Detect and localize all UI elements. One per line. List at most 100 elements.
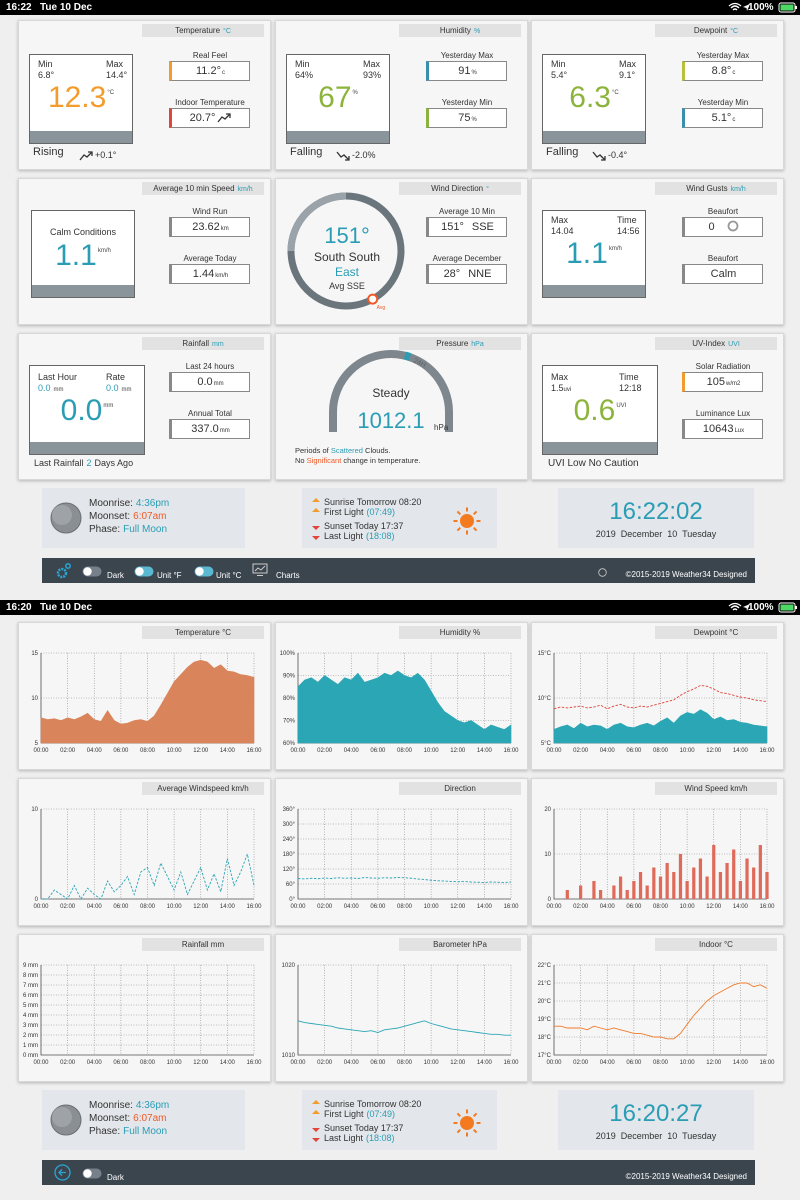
side-label: Last 24 hours: [185, 362, 235, 371]
trend-arrow-wrap: [336, 148, 350, 161]
value: 105: [706, 376, 725, 388]
info-icon-wrap: [598, 568, 607, 577]
panel: Dewpoint °C Min 5.4° Max 9.1° 6.3°C Falling -0.4…: [531, 20, 784, 170]
x-tick-label: 16:00: [503, 1060, 519, 1066]
charts-label: Charts: [276, 571, 300, 580]
x-tick-label: 00:00: [33, 748, 49, 754]
value: Calm: [710, 268, 737, 280]
dashboard-screen: Temperature °C Min 6.8° Max 14.4° 12.3°C Rising…: [0, 0, 800, 583]
x-tick-label: 14:00: [220, 1060, 236, 1066]
value-box: 20.7°: [169, 108, 250, 128]
clock: 16:22:02: [609, 498, 703, 525]
main-value: 1.1km/h: [543, 237, 645, 271]
panel: Temperature °C Min 6.8° Max 14.4° 12.3°C Rising…: [18, 20, 271, 170]
back-icon-wrap: [54, 1164, 71, 1181]
sun: [460, 1116, 474, 1130]
x-tick-label: 10:00: [680, 904, 696, 910]
moon-shade: [52, 505, 72, 525]
toggle-wrap: [194, 566, 214, 577]
trend-arrow-line: [79, 151, 93, 161]
time-value: 14:56: [617, 226, 640, 236]
trend-value: -0.4°: [608, 150, 628, 160]
x-tick-label: 16:00: [759, 1060, 775, 1066]
trend: Rising: [33, 146, 64, 158]
value-box: 0: [682, 217, 763, 237]
bar: [625, 890, 629, 899]
value-box: 28° NNE: [426, 264, 507, 284]
value-unit: uvi: [563, 387, 572, 393]
label: Moonrise:: [89, 1100, 133, 1111]
toggle: [82, 566, 102, 577]
y-tick-label: 15°C: [538, 651, 552, 657]
chart: 0° 60° 120° 180° 240° 300° 360° 00:00 02:00 04:00…: [283, 807, 520, 910]
reading-box: Last Hour 0.0 mm Rate 0.0 mm 0.0mm: [29, 365, 145, 455]
x-tick-label: 12:00: [193, 1060, 209, 1066]
last-hour-label: Last Hour: [38, 372, 78, 382]
panel-title: Average Windspeed km/h: [142, 782, 264, 795]
info-icon: [598, 568, 607, 577]
panel: Wind Speed km/h 0 10 20 00:00 02:00 04:00 06:00…: [531, 778, 784, 926]
axis: [553, 809, 767, 900]
direction: South South: [313, 250, 381, 264]
label: First Light: [324, 1109, 364, 1119]
moon-box: Moonrise: 4:36pm Moonset: 6:07am Phase: Full …: [42, 1090, 245, 1150]
value-box: 75%: [426, 108, 507, 128]
panel-title: Indoor °C: [655, 938, 777, 951]
average: Avg SSE: [329, 281, 365, 291]
y-tick-label: 0°: [289, 897, 295, 903]
max-label: Max: [619, 59, 637, 69]
forecast-text: Periods of: [295, 446, 331, 455]
line: [553, 684, 768, 710]
bar: [692, 867, 696, 899]
x-tick-label: 12:00: [450, 1060, 466, 1066]
toggle-wrap: [82, 566, 102, 577]
x-tick-label: 14:00: [733, 1060, 749, 1066]
bar: [732, 849, 736, 899]
side-label: Annual Total: [188, 409, 232, 418]
y-tick-label: 7 mm: [23, 983, 38, 989]
side-label: Yesterday Min: [441, 98, 493, 107]
first-light: First Light (07:49): [324, 1109, 395, 1119]
moon-box: Moonrise: 4:36pm Moonset: 6:07am Phase: Full …: [42, 488, 245, 548]
min-label: Min: [551, 59, 566, 69]
x-tick-label: 02:00: [317, 904, 333, 910]
bar: [725, 863, 729, 899]
y-tick-label: 180°: [283, 852, 296, 858]
value-box: 23.62km: [169, 217, 250, 237]
status-time: 16:22: [6, 2, 32, 13]
panel-title: Humidity %: [399, 626, 521, 639]
x-tick-label: 08:00: [397, 1060, 413, 1066]
status-bar: 16:20 Tue 10 Dec 100%: [0, 600, 800, 615]
value: 1.44: [192, 268, 215, 280]
x-tick-label: 08:00: [653, 1060, 669, 1066]
min-value: 6.8°: [38, 70, 55, 80]
panel-title: Rainfall mm: [142, 337, 264, 350]
last-hour: 0.0 mm: [38, 383, 64, 393]
info-circle: [598, 568, 607, 577]
value-unit: °C: [611, 90, 619, 96]
value: 20.7°: [189, 112, 216, 124]
sun-ray: [473, 510, 478, 515]
y-tick-label: 22°C: [538, 963, 552, 969]
x-tick-label: 02:00: [317, 1060, 333, 1066]
y-tick-label: 18°C: [538, 1035, 552, 1041]
y-tick-label: 2 mm: [23, 1033, 38, 1039]
min-value: 64%: [295, 70, 314, 80]
chart: 5 10 15 00:00 02:00 04:00 06:00 08:00 10:00 12:00…: [31, 651, 262, 754]
panel: Temperature °C 5 10 15 00:00 02:00 04:00 06:00 0…: [18, 622, 271, 770]
panel-title: Rainfall mm: [142, 938, 264, 951]
x-tick-label: 08:00: [653, 748, 669, 754]
value-unit: w/m2: [726, 381, 741, 387]
sunrise-icon: [312, 498, 320, 502]
x-tick-label: 08:00: [397, 748, 413, 754]
toolbar: Dark Unit °F Unit °C Charts ©2015-2019 Weath…: [42, 558, 755, 583]
y-tick-label: 360°: [283, 807, 296, 813]
compass-ring-light: [287, 192, 347, 252]
y-tick-label: 100%: [280, 651, 296, 657]
moonrise: Moonrise: 4:36pm: [89, 1100, 169, 1111]
y-tick-label: 1020: [282, 963, 296, 969]
x-tick-label: 06:00: [113, 1060, 129, 1066]
y-tick-label: 70%: [283, 719, 296, 725]
trend-arrow-head: [601, 156, 606, 161]
y-tick-label: 19°C: [538, 1017, 552, 1023]
